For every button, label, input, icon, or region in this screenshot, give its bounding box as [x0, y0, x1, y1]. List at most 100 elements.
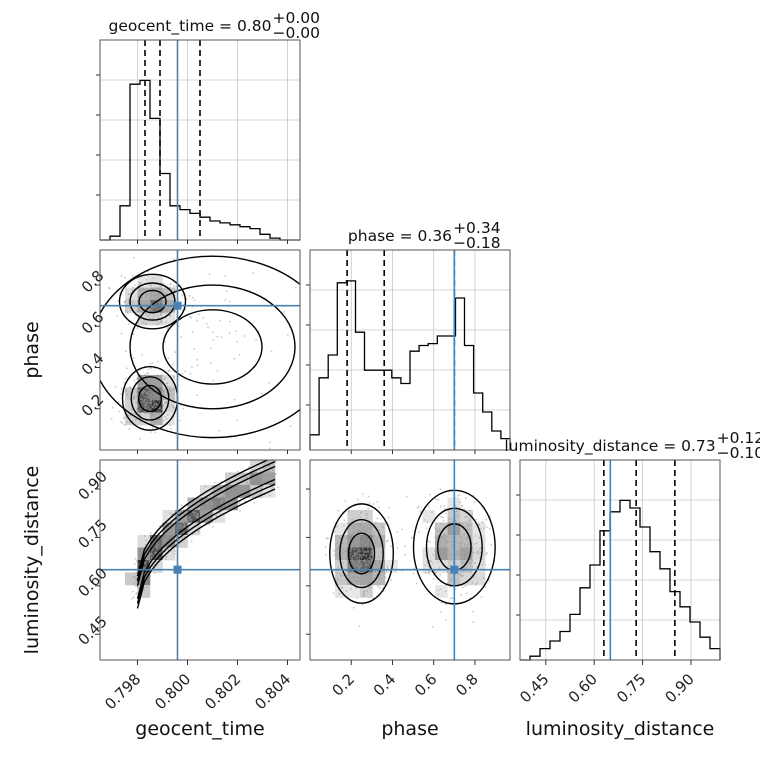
sample-point [150, 367, 153, 370]
sample-point [214, 505, 216, 508]
density-cell [372, 547, 386, 561]
sample-point [139, 310, 142, 312]
contour-line [118, 273, 187, 330]
x-tick-label: 0.798 [101, 670, 144, 713]
contour-line [129, 282, 176, 321]
sample-point [346, 555, 348, 558]
sample-point [157, 293, 160, 295]
sample-point [361, 603, 364, 606]
sample-point [149, 404, 152, 407]
sample-point [349, 573, 352, 575]
sample-point [143, 535, 146, 537]
sample-point [241, 487, 244, 489]
sample-point [159, 411, 161, 414]
sample-point [145, 392, 148, 395]
sample-point [145, 586, 148, 589]
sample-point [228, 489, 231, 491]
sample-point [129, 386, 132, 388]
panel-content [100, 255, 300, 450]
sample-point [143, 403, 145, 406]
sample-point [152, 277, 155, 280]
sample-point [185, 518, 188, 521]
sample-point [362, 553, 365, 556]
sample-point [485, 526, 488, 528]
sample-point [125, 309, 128, 312]
sample-point [209, 495, 211, 498]
sample-point [124, 300, 126, 303]
sample-point [134, 576, 136, 579]
sample-point [231, 488, 234, 491]
sample-point [118, 401, 120, 404]
sample-point [379, 545, 381, 548]
sample-point [166, 382, 169, 384]
sample-point [474, 535, 477, 537]
sample-point [196, 358, 199, 361]
sample-point [179, 533, 182, 536]
contour-line [138, 384, 162, 413]
sample-point [158, 542, 161, 544]
sample-point [476, 582, 479, 584]
sample-point [163, 378, 166, 381]
sample-point [289, 425, 292, 427]
sample-point [479, 527, 482, 530]
sample-point [481, 521, 484, 524]
sample-point [366, 558, 369, 561]
sample-point [158, 547, 161, 549]
sample-point [346, 590, 348, 592]
sample-point [229, 320, 232, 323]
hist-panel-geocent_time: geocent_time = 0.80 +0.00−0.00 [96, 9, 320, 241]
sample-point [357, 562, 360, 564]
sample-point [471, 559, 474, 562]
sample-point [360, 530, 363, 533]
sample-point [354, 564, 357, 567]
sample-point [145, 279, 148, 281]
sample-point [466, 515, 469, 518]
sample-point [162, 299, 165, 302]
sample-point [364, 559, 367, 561]
sample-point [229, 480, 232, 483]
sample-point [166, 413, 169, 416]
sample-point [349, 556, 352, 559]
sample-point [145, 539, 147, 542]
sample-point [353, 548, 356, 550]
sample-point [156, 395, 159, 398]
sample-point [333, 531, 336, 533]
sample-point [182, 512, 185, 515]
sample-point [428, 573, 431, 575]
sample-point [255, 470, 257, 473]
sample-point [358, 567, 360, 570]
sample-point [244, 335, 246, 337]
sample-point [126, 421, 129, 424]
sample-point [241, 489, 244, 491]
sample-point [135, 395, 138, 398]
sample-point [147, 377, 150, 380]
contour-line [129, 284, 296, 410]
sample-point [358, 625, 361, 627]
sample-point [368, 557, 371, 559]
sample-point [193, 514, 196, 517]
sample-point [356, 553, 359, 556]
sample-point [368, 573, 370, 576]
sample-point [151, 406, 154, 409]
sample-point [460, 593, 462, 596]
sample-point [248, 481, 251, 483]
sample-point [179, 419, 181, 422]
sample-point [472, 576, 475, 578]
sample-point [450, 559, 452, 562]
sample-point [125, 377, 127, 380]
sample-point [222, 500, 225, 503]
sample-point [268, 494, 271, 497]
sample-point [152, 400, 155, 403]
sample-point [458, 553, 461, 556]
sample-point [185, 515, 188, 518]
sample-point [156, 546, 159, 549]
sample-point [145, 558, 147, 560]
sample-point [205, 508, 208, 511]
sample-point [207, 326, 209, 329]
sample-point [147, 381, 150, 383]
sample-point [217, 496, 220, 499]
y-tick-label: 0.90 [74, 467, 110, 503]
sample-point [188, 295, 191, 297]
sample-point [465, 537, 468, 540]
sample-point [181, 537, 183, 540]
